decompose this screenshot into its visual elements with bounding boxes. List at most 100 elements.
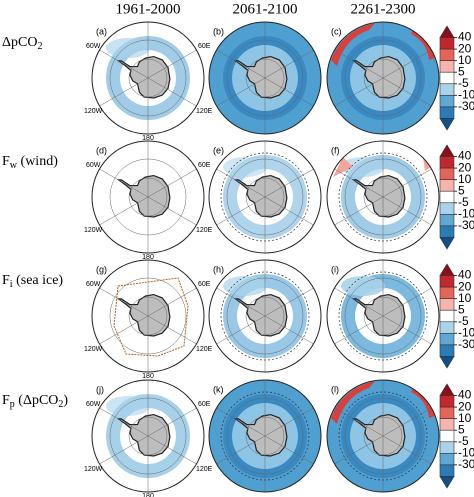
lon-label: 120W <box>84 108 103 115</box>
map-panel <box>326 379 440 493</box>
panel-label: (l) <box>331 384 339 394</box>
colorbar-tick-label: 5 <box>458 422 465 436</box>
meridian <box>216 287 266 317</box>
antarctica <box>351 293 406 337</box>
antarctica <box>233 174 288 218</box>
panel-label: (b) <box>213 26 224 36</box>
row-label-subscript: 2 <box>58 399 63 410</box>
meridian <box>99 196 149 226</box>
shade-blob <box>106 38 150 58</box>
lon-label: 120E <box>196 108 213 115</box>
meridian <box>334 287 384 317</box>
map-border <box>326 379 440 493</box>
colorbar-tick-label: -5 <box>458 434 469 448</box>
colorbar-tick-label: 40 <box>458 388 472 402</box>
map-border <box>91 259 205 373</box>
meridian <box>147 49 197 79</box>
colorbar-bin <box>439 48 455 61</box>
meridian <box>382 77 432 107</box>
antarctica <box>233 293 288 337</box>
colorbar-cap <box>439 383 455 396</box>
shade-red <box>331 381 435 424</box>
map-border <box>326 140 440 254</box>
row-label-part: F <box>2 154 10 169</box>
meridian <box>264 407 314 437</box>
row-label: Fp (ΔpCO2) <box>2 393 68 410</box>
colorbar-bin <box>439 321 455 334</box>
row-label-part: ) <box>63 393 68 408</box>
map-panel <box>326 140 440 254</box>
colorbar-bin <box>439 190 455 204</box>
antarctica <box>116 174 171 218</box>
antarctica <box>233 55 288 99</box>
colorbar-tick-label: 40 <box>458 268 472 282</box>
lon-label: 60E <box>198 162 211 169</box>
meridian <box>264 315 314 345</box>
colorbar-tick-label: 10 <box>458 291 472 305</box>
colorbar-tick-label: -5 <box>458 314 469 328</box>
column-header: 2061-2100 <box>233 1 298 17</box>
colorbar-bin <box>439 298 455 311</box>
lon-label: 60W <box>86 281 101 288</box>
antarctica <box>116 413 171 457</box>
meridian <box>382 407 432 437</box>
colorbar-cap <box>439 356 455 369</box>
colorbar-bin <box>439 167 455 180</box>
map-panel <box>208 379 322 493</box>
meridian <box>382 49 432 79</box>
meridian <box>334 168 384 198</box>
lon-label: 60W <box>86 162 101 169</box>
meridian <box>216 168 266 198</box>
colorbar-tick-label: 20 <box>458 279 472 293</box>
meridian <box>382 435 432 465</box>
map-border <box>208 21 322 135</box>
colorbar-bin <box>439 333 455 346</box>
map-panel <box>208 259 322 373</box>
map-border <box>91 379 205 493</box>
meridian <box>216 315 266 345</box>
colorbar-bin <box>439 106 455 119</box>
colorbar-tick-label: -10 <box>458 446 474 460</box>
shade-red <box>333 157 431 177</box>
map-border <box>326 259 440 373</box>
colorbar-bin <box>439 286 455 299</box>
colorbar-tick-label: 40 <box>458 30 472 44</box>
lon-label: 120W <box>84 227 103 234</box>
meridian <box>334 196 384 226</box>
meridian <box>147 77 197 107</box>
meridian <box>264 196 314 226</box>
shade-blob <box>341 276 385 296</box>
colorbar-bin <box>439 156 455 169</box>
colorbar-tick-label: 5 <box>458 183 465 197</box>
row-label-part: ΔpCO <box>2 35 37 50</box>
shade-red <box>331 23 435 66</box>
colorbar-bin <box>439 214 455 227</box>
colorbar-bin <box>439 344 455 357</box>
lon-label: 120E <box>196 227 213 234</box>
meridian <box>334 49 384 79</box>
lon-label: 180 <box>142 135 154 142</box>
lon-label: 120W <box>84 346 103 353</box>
map-border <box>91 140 205 254</box>
row-label-part: F <box>2 273 10 288</box>
row-label-subscript: w <box>10 160 18 171</box>
map-panel <box>326 259 440 373</box>
meridian <box>147 168 197 198</box>
meridian <box>99 407 149 437</box>
colorbar-tick-label: -5 <box>458 76 469 90</box>
colorbar-bin <box>439 71 455 85</box>
colorbar-bin <box>439 453 455 466</box>
ice-edge <box>113 277 189 357</box>
meridian <box>264 287 314 317</box>
meridian <box>99 168 149 198</box>
meridian <box>147 435 197 465</box>
colorbar-tick-label: 5 <box>458 64 465 78</box>
colorbar-tick-label: 10 <box>458 172 472 186</box>
row-label: Fi (sea ice) <box>2 273 63 290</box>
row-label: Fw (wind) <box>2 154 58 171</box>
colorbar-bin <box>439 37 455 50</box>
meridian <box>382 287 432 317</box>
colorbar-tick-label: -30 <box>458 218 474 232</box>
lon-label: 60E <box>198 43 211 50</box>
panel-label: (a) <box>96 26 107 36</box>
